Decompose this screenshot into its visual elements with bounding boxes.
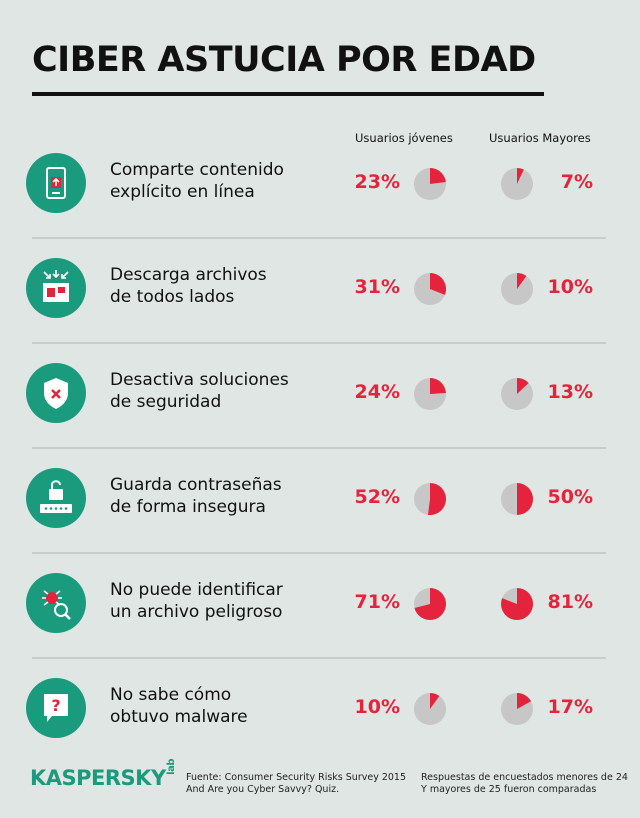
- row-label: Comparte contenido explícito en línea: [110, 159, 340, 203]
- row-label-line-1: Guarda contraseñas: [110, 475, 282, 495]
- young-percent-label: 71%: [354, 591, 400, 613]
- older-pie: [501, 273, 533, 305]
- kaspersky-logo: KASPERSKYlab: [30, 759, 177, 790]
- note-line-2: Y mayores de 25 fueron comparadas: [421, 784, 597, 795]
- row-label-line-2: explícito en línea: [110, 182, 255, 202]
- older-pie-slice: [517, 168, 524, 184]
- stat-row: Guarda contraseñas de forma insegura 52% 50…: [0, 448, 640, 553]
- download-files-icon: [26, 258, 86, 318]
- older-percent-label: 81%: [547, 591, 593, 613]
- row-divider: [32, 657, 606, 659]
- row-label: Descarga archivos de todos lados: [110, 264, 340, 308]
- svg-text:?: ?: [51, 696, 60, 715]
- row-label-line-1: No puede identificar: [110, 580, 283, 600]
- row-divider: [32, 552, 606, 554]
- row-label: Desactiva soluciones de seguridad: [110, 369, 340, 413]
- young-percent-label: 10%: [354, 696, 400, 718]
- row-label-line-2: obtuvo malware: [110, 707, 248, 727]
- older-percent-label: 50%: [547, 486, 593, 508]
- row-label-line-2: de seguridad: [110, 392, 222, 412]
- row-divider: [32, 447, 606, 449]
- young-pie: [414, 693, 446, 725]
- young-pie-slice: [430, 168, 446, 184]
- source-note: Fuente: Consumer Security Risks Survey 2…: [186, 772, 406, 796]
- older-percent-label: 7%: [560, 171, 593, 193]
- comparison-note: Respuestas de encuestados menores de 24 …: [421, 772, 628, 796]
- source-line-1: Fuente: Consumer Security Risks Survey 2…: [186, 772, 407, 783]
- young-pie-slice: [414, 588, 446, 620]
- older-pie-slice: [500, 588, 533, 620]
- older-pie: [501, 483, 533, 515]
- shield-x-icon: [26, 363, 86, 423]
- row-label-line-1: Descarga archivos: [110, 265, 267, 285]
- row-label: No sabe cómo obtuvo malware: [110, 684, 340, 728]
- older-pie: [501, 693, 533, 725]
- page-title: CIBER ASTUCIA POR EDAD: [32, 40, 536, 80]
- young-percent-label: 23%: [354, 171, 400, 193]
- row-label-line-1: Desactiva soluciones: [110, 370, 289, 390]
- unlock-password-icon: [26, 468, 86, 528]
- stat-row: No puede identificar un archivo peligroso…: [0, 553, 640, 658]
- older-pie: [500, 588, 533, 620]
- phone-upload-icon: [26, 153, 86, 213]
- row-divider: [32, 237, 606, 239]
- title-underline: [32, 92, 544, 96]
- young-percent-label: 52%: [354, 486, 400, 508]
- column-header-young: Usuarios jóvenes: [355, 131, 453, 145]
- young-pie: [414, 588, 446, 620]
- older-pie-slice: [517, 273, 527, 289]
- older-percent-label: 17%: [547, 696, 593, 718]
- older-pie-slice: [517, 693, 532, 709]
- stat-row: Descarga archivos de todos lados 31% 10%: [0, 238, 640, 343]
- column-header-older: Usuarios Mayores: [489, 131, 591, 145]
- row-label-line-1: No sabe cómo: [110, 685, 232, 705]
- older-percent-label: 13%: [547, 381, 593, 403]
- note-line-1: Respuestas de encuestados menores de 24: [421, 772, 628, 783]
- young-pie: [414, 378, 446, 410]
- row-label-line-2: de todos lados: [110, 287, 235, 307]
- young-pie-slice: [427, 482, 447, 515]
- older-percent-label: 10%: [547, 276, 593, 298]
- row-label: Guarda contraseñas de forma insegura: [110, 474, 340, 518]
- young-pie: [414, 168, 446, 200]
- stat-row: ? No sabe cómo obtuvo malware 10% 17%: [0, 658, 640, 763]
- row-label-line-1: Comparte contenido: [110, 160, 284, 180]
- young-percent-label: 31%: [354, 276, 400, 298]
- stat-row: Desactiva soluciones de seguridad 24% 13%: [0, 343, 640, 448]
- young-pie-slice: [430, 378, 446, 394]
- question-bubble-icon: ?: [26, 678, 86, 738]
- young-pie-slice: [430, 693, 440, 709]
- older-pie: [501, 378, 533, 410]
- older-pie-slice: [517, 483, 533, 515]
- row-label-line-2: de forma insegura: [110, 497, 266, 517]
- young-pie: [414, 482, 447, 515]
- older-pie: [501, 168, 533, 200]
- row-label: No puede identificar un archivo peligroso: [110, 579, 340, 623]
- young-pie-slice: [430, 273, 447, 295]
- young-percent-label: 24%: [354, 381, 400, 403]
- source-line-2: And Are you Cyber Savvy? Quiz.: [186, 784, 340, 795]
- row-label-line-2: un archivo peligroso: [110, 602, 283, 622]
- row-divider: [32, 342, 606, 344]
- stat-row: Comparte contenido explícito en línea 23% 7…: [0, 133, 640, 238]
- bug-magnifier-icon: [26, 573, 86, 633]
- older-pie-slice: [517, 378, 529, 394]
- young-pie: [414, 273, 447, 305]
